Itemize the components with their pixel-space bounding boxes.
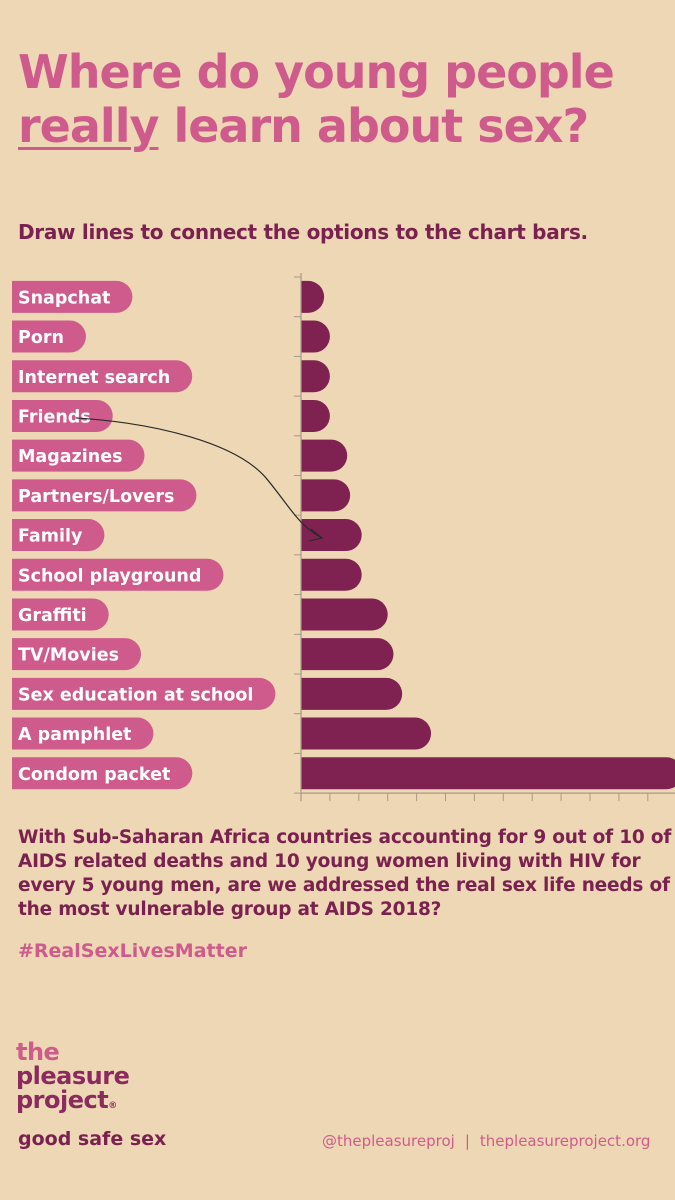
headline-rest: learn about sex? xyxy=(158,99,589,153)
social-handle-link[interactable]: @thepleasureproj xyxy=(322,1132,455,1150)
bar-chart: Snapchat Porn Internet search Friends Magazi… xyxy=(12,273,675,802)
bar xyxy=(301,479,351,512)
instruction-text: Draw lines to connect the options to the… xyxy=(18,220,588,244)
logo-line-3: project® xyxy=(16,1088,129,1118)
footer-separator: | xyxy=(464,1132,470,1150)
registered-mark: ® xyxy=(108,1101,117,1111)
bar xyxy=(301,280,325,313)
category-pill xyxy=(12,558,224,591)
category-label: Partners/Lovers xyxy=(18,487,174,507)
category-pill xyxy=(12,598,109,631)
headline-line-2: really learn about sex? xyxy=(18,99,675,153)
category-label: Condom packet xyxy=(18,765,170,785)
category-pill xyxy=(12,320,86,353)
category-label: Magazines xyxy=(18,447,123,467)
category-label: Graffiti xyxy=(18,606,87,626)
category-pill xyxy=(12,439,145,472)
logo-line-1: the xyxy=(16,1038,60,1066)
headline: Where do young people really learn about… xyxy=(18,45,675,153)
category-pill xyxy=(12,280,133,313)
category-label: Friends xyxy=(18,407,91,427)
category-pill xyxy=(12,399,113,432)
logo-word: project xyxy=(16,1086,109,1114)
category-label: Family xyxy=(18,527,83,547)
bar xyxy=(301,399,330,432)
category-pill xyxy=(12,519,105,552)
category-label: School playground xyxy=(18,566,201,586)
category-pill xyxy=(12,757,193,790)
annotation-arrow xyxy=(75,417,323,539)
bar xyxy=(301,677,403,710)
bar xyxy=(301,558,362,591)
bar xyxy=(301,439,348,472)
footer-links: @thepleasureproj | thepleasureproject.org xyxy=(322,1132,650,1150)
category-label: Porn xyxy=(18,328,64,348)
body-paragraph: With Sub-Saharan Africa countries accoun… xyxy=(18,827,672,920)
brand-logo: the pleasure project® xyxy=(16,1038,130,1118)
bar xyxy=(301,320,330,353)
hashtag: #RealSexLivesMatter xyxy=(18,940,247,962)
headline-emphasis: really xyxy=(18,99,159,153)
bar xyxy=(301,638,394,671)
logo-line-2: pleasure xyxy=(16,1062,130,1090)
bar xyxy=(301,519,362,552)
website-link[interactable]: thepleasureproject.org xyxy=(479,1132,651,1150)
category-label: Internet search xyxy=(18,368,170,388)
category-pill xyxy=(12,677,276,710)
bar xyxy=(301,757,675,790)
bar xyxy=(301,598,388,631)
tagline: good safe sex xyxy=(18,1128,167,1150)
category-label: TV/Movies xyxy=(18,646,119,666)
category-label: Sex education at school xyxy=(18,685,253,705)
category-pill xyxy=(12,479,197,512)
bar xyxy=(301,717,432,750)
bar xyxy=(301,360,330,393)
category-label: Snapchat xyxy=(18,288,110,308)
headline-line-1: Where do young people xyxy=(18,45,615,99)
category-pill xyxy=(12,717,154,750)
category-pill xyxy=(12,638,142,671)
category-pill xyxy=(12,360,193,393)
category-label: A pamphlet xyxy=(18,725,131,745)
annotation-arrowhead xyxy=(308,528,324,542)
